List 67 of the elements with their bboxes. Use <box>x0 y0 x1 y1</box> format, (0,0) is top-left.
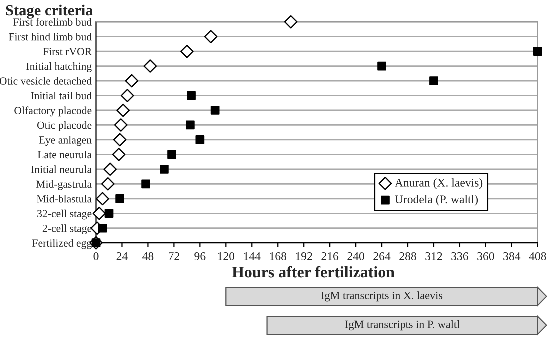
data-label: IgM transcripts in X. laevis <box>321 292 443 302</box>
x-tick-label: 144 <box>244 252 261 260</box>
point <box>186 120 195 130</box>
y-tick-label: Mid-gastrula <box>36 180 92 190</box>
y-tick-label: Initial hatching <box>26 62 92 72</box>
legend-label: Anuran (X. laevis) <box>395 178 483 190</box>
point <box>378 62 386 71</box>
point <box>160 165 169 174</box>
x-tick-label: 192 <box>296 252 312 260</box>
y-tick-label: Eye anlagen <box>39 136 92 146</box>
y-tick-label: 2-cell stage <box>42 224 92 234</box>
x-tick-label: 384 <box>504 252 521 260</box>
point <box>96 192 110 206</box>
point <box>101 177 115 191</box>
point <box>120 89 134 102</box>
point <box>142 180 150 189</box>
point <box>114 118 128 132</box>
y-tick-label: Initial tail bud <box>31 92 92 100</box>
x-tick-label: 120 <box>218 252 235 260</box>
point <box>125 74 139 88</box>
y-tick-label: Late neurula <box>38 150 92 159</box>
x-tick-label: 312 <box>426 252 442 260</box>
point <box>180 44 194 58</box>
point <box>113 133 127 147</box>
point <box>92 206 106 220</box>
x-axis-title: Hours after fertilization <box>232 266 395 278</box>
x-tick-label: 240 <box>348 252 364 260</box>
x-tick-label: 408 <box>529 252 546 260</box>
point <box>98 224 108 233</box>
y-tick-label: Mid-blastula <box>37 195 92 203</box>
x-tick-label: 264 <box>374 252 391 260</box>
y-tick-label: First forelimb bud <box>14 18 92 26</box>
point <box>168 150 176 160</box>
point <box>430 76 438 86</box>
x-tick-label: 288 <box>400 252 416 260</box>
y-tick-label: First rVOR <box>43 48 92 56</box>
point <box>196 136 205 144</box>
point <box>187 91 196 100</box>
y-tick-label: First hind limb bud <box>9 33 92 41</box>
x-tick-label: 24 <box>116 252 128 260</box>
point <box>116 194 124 204</box>
point <box>104 209 114 218</box>
y-tick-label: Otic placode <box>37 121 92 132</box>
y-axis-title: Stage criteria <box>6 4 94 19</box>
y-tick-label: Otic vesicle detached <box>0 77 92 85</box>
x-tick-label: 48 <box>142 252 154 260</box>
point <box>104 162 117 176</box>
point <box>112 148 126 162</box>
x-tick-label: 72 <box>169 252 180 260</box>
point <box>533 47 542 56</box>
x-tick-label: 336 <box>452 252 468 260</box>
point <box>144 60 158 73</box>
legend-label: Urodela (P. waltl) <box>395 195 478 206</box>
point <box>210 106 220 115</box>
data-label: IgM transcripts in P. waltl <box>345 320 460 331</box>
point <box>284 15 298 29</box>
y-tick-label: Olfactory placode <box>14 106 92 117</box>
y-tick-label: Fertilized egg <box>32 239 92 250</box>
x-tick-label: 360 <box>478 252 494 260</box>
x-tick-label: 168 <box>270 252 287 260</box>
point <box>204 30 218 44</box>
x-tick-label: 96 <box>194 252 206 260</box>
x-tick-label: 216 <box>322 252 339 260</box>
x-tick-label: 0 <box>94 252 99 260</box>
y-tick-label: 32-cell stage <box>38 210 92 220</box>
y-tick-label: Initial neurula <box>31 166 92 174</box>
point <box>116 104 130 118</box>
